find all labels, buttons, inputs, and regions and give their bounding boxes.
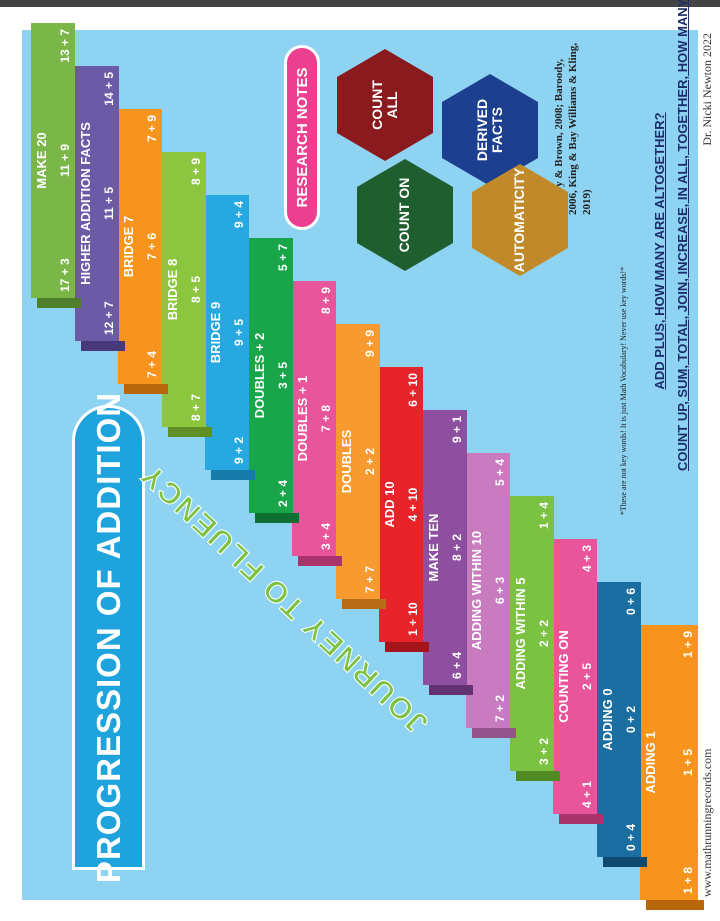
research-label: RESEARCH NOTES (284, 45, 320, 230)
step-fact: 0 + 2 (623, 705, 638, 734)
step-fact: 5 + 7 (275, 244, 290, 272)
top-strip (0, 0, 720, 7)
step-fact: 14 + 5 (101, 72, 116, 106)
step-riser (385, 642, 429, 652)
step-fact: 2 + 2 (362, 447, 377, 476)
step-fact: 9 + 4 (232, 201, 246, 229)
step-fact: 13 + 7 (58, 29, 72, 63)
step-fact: 8 + 9 (188, 158, 203, 186)
step-riser (254, 513, 299, 523)
step-name: MAKE 20 (34, 132, 49, 189)
step: HIGHER ADDITION FACTS 12 + 7 11 + 5 14 + 5 (74, 66, 119, 341)
step-riser (37, 298, 81, 308)
step: MAKE 20 17 + 3 11 + 9 13 + 7 (31, 23, 75, 298)
vocab-line: ADD PLUS, HOW MANY ARE ALTOGETHER? (652, 112, 667, 390)
step-fact: 0 + 6 (623, 588, 638, 616)
step-fact: 7 + 6 (145, 232, 159, 261)
step-fact: 6 + 3 (493, 576, 507, 605)
step-fact: 3 + 5 (275, 361, 290, 390)
step-riser (211, 470, 255, 480)
title: PROGRESSION OF ADDITION (89, 391, 127, 884)
website: www.mathrunningrecords.com (700, 748, 714, 897)
step-riser (298, 556, 342, 566)
step-fact: 9 + 9 (362, 330, 377, 358)
vocab-note: *These are not key words! It is just Mat… (619, 266, 628, 516)
step-fact: 1 + 5 (681, 748, 695, 777)
step-fact: 9 + 1 (449, 416, 464, 444)
step-fact: 11 + 9 (58, 143, 72, 178)
step-fact: 6 + 10 (406, 373, 420, 407)
step-fact: 2 + 2 (536, 619, 551, 648)
step-fact: 11 + 5 (101, 186, 116, 221)
step-riser (124, 384, 168, 394)
step-fact: 4 + 10 (406, 487, 420, 522)
step-riser (341, 599, 386, 609)
step-riser (515, 771, 560, 781)
step-fact: 4 + 3 (580, 545, 594, 573)
step-fact: 8 + 9 (319, 287, 333, 315)
step-riser (602, 857, 647, 867)
step-riser (472, 728, 516, 738)
step-riser (428, 685, 473, 695)
title-band: PROGRESSION OF ADDITION (72, 392, 145, 883)
step-fact: 8 + 2 (449, 533, 464, 562)
step-fact: 1 + 9 (681, 631, 695, 659)
author: Dr. Nicki Newton 2022 (700, 33, 714, 146)
step-riser (167, 427, 212, 437)
vocab-line: COUNT UP, SUM, TOTAL, JOIN, INCREASE, IN… (675, 0, 690, 471)
step: ADD 10 1 + 10 4 + 10 6 + 10 (379, 367, 423, 642)
step-riser (559, 814, 603, 824)
step-riser (646, 900, 704, 910)
step-fact: 2 + 5 (580, 662, 594, 691)
step-fact: 9 + 5 (232, 318, 246, 347)
step-fact: 1 + 4 (536, 502, 551, 530)
step-fact: 8 + 5 (188, 275, 203, 304)
step-riser (80, 341, 125, 351)
step-fact: 7 + 8 (319, 404, 333, 433)
step-fact: 7 + 9 (145, 115, 159, 143)
step-fact: 5 + 4 (493, 459, 507, 487)
